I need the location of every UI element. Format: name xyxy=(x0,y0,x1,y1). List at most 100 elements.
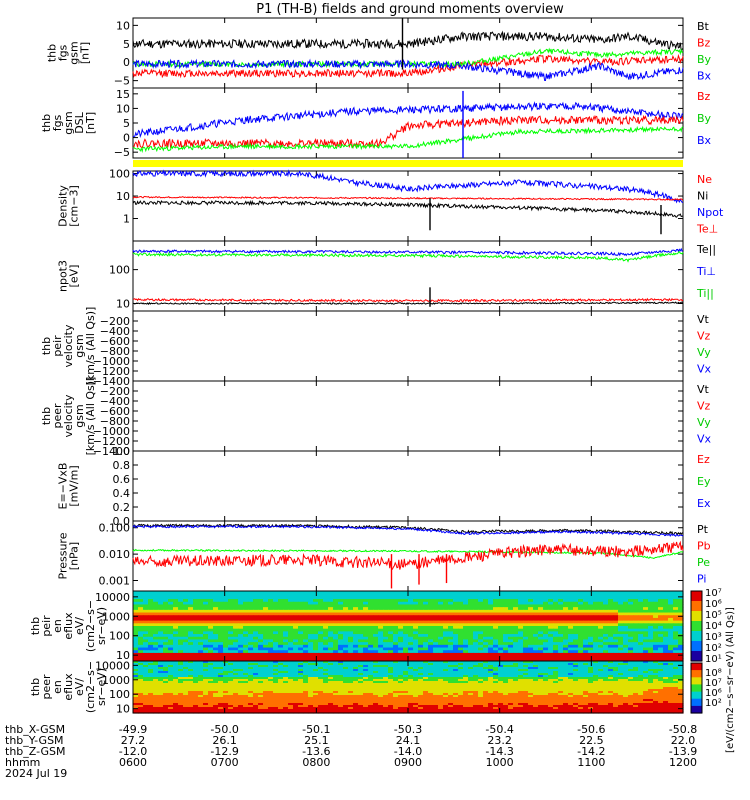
heatmap-cell xyxy=(148,671,154,674)
heatmap-cell xyxy=(473,655,479,659)
heatmap-cell xyxy=(253,671,259,674)
heatmap-cell xyxy=(413,593,419,597)
heatmap-cell xyxy=(388,665,394,668)
heatmap-cell xyxy=(358,623,364,627)
heatmap-cell xyxy=(273,671,279,674)
heatmap-cell xyxy=(298,623,304,627)
heatmap-cell xyxy=(513,663,519,666)
heatmap-cell xyxy=(418,634,424,638)
heatmap-cell xyxy=(548,663,554,666)
heatmap-cell xyxy=(258,642,264,646)
heatmap-cell xyxy=(583,689,589,692)
heatmap-cell xyxy=(573,591,579,595)
heatmap-cell xyxy=(233,593,239,597)
heatmap-cell xyxy=(588,667,594,670)
heatmap-cell xyxy=(368,631,374,635)
heatmap-cell xyxy=(353,617,359,622)
heatmap-cell xyxy=(608,591,614,595)
heatmap-cell xyxy=(583,658,589,662)
heatmap-cell xyxy=(583,626,589,630)
heatmap-cell xyxy=(148,691,154,694)
heatmap-cell xyxy=(308,642,314,646)
heatmap-cell xyxy=(283,612,289,616)
heatmap-cell xyxy=(428,647,434,651)
heatmap-cell xyxy=(373,687,379,690)
heatmap-cell xyxy=(668,679,674,682)
heatmap-cell xyxy=(428,636,434,641)
heatmap-cell xyxy=(153,628,159,632)
heatmap-cell xyxy=(173,687,179,690)
heatmap-cell xyxy=(658,677,664,680)
heatmap-cell xyxy=(643,604,649,608)
heatmap-cell xyxy=(188,604,194,608)
heatmap-cell xyxy=(563,593,569,597)
heatmap-cell xyxy=(388,687,394,690)
heatmap-cell xyxy=(378,615,384,619)
legend-label: Npot xyxy=(697,206,724,219)
heatmap-cell xyxy=(488,655,494,659)
heatmap-cell xyxy=(298,683,304,686)
heatmap-cell xyxy=(238,620,244,624)
heatmap-cell xyxy=(303,681,309,684)
heatmap-cell xyxy=(618,644,624,649)
heatmap-cell xyxy=(408,593,414,597)
heatmap-cell xyxy=(343,661,349,664)
heatmap-cell xyxy=(443,617,449,622)
heatmap-cell xyxy=(288,601,294,606)
heatmap-cell xyxy=(418,683,424,686)
heatmap-cell xyxy=(453,596,459,600)
heatmap-cell xyxy=(178,591,184,595)
heatmap-cell xyxy=(648,636,654,641)
heatmap-cell xyxy=(543,634,549,638)
heatmap-cell xyxy=(428,673,434,676)
heatmap-cell xyxy=(578,650,584,654)
heatmap-cell xyxy=(478,628,484,632)
heatmap-cell xyxy=(273,685,279,688)
heatmap-cell xyxy=(368,673,374,676)
plot-title: P1 (TH-B) fields and ground moments over… xyxy=(256,2,564,17)
y-axis-label: [km/s (All Qs)] xyxy=(84,377,97,456)
heatmap-cell xyxy=(313,647,319,651)
heatmap-cell xyxy=(623,652,629,657)
heatmap-cell xyxy=(378,639,384,643)
heatmap-cell xyxy=(463,642,469,646)
heatmap-cell xyxy=(298,609,304,614)
heatmap-cell xyxy=(648,675,654,678)
heatmap-cell xyxy=(413,617,419,622)
heatmap-cell xyxy=(468,599,474,603)
heatmap-cell xyxy=(478,607,484,611)
legend-label: Ex xyxy=(697,497,711,510)
heatmap-cell xyxy=(148,593,154,597)
heatmap-cell xyxy=(333,667,339,670)
heatmap-cell xyxy=(608,667,614,670)
heatmap-cell xyxy=(323,652,329,657)
heatmap-cell xyxy=(288,667,294,670)
heatmap-cell xyxy=(353,604,359,608)
heatmap-cell xyxy=(563,626,569,630)
heatmap-cell xyxy=(378,626,384,630)
heatmap-cell xyxy=(348,685,354,688)
heatmap-cell xyxy=(293,599,299,603)
series-line-Bx xyxy=(132,101,684,139)
heatmap-cell xyxy=(663,609,669,614)
heatmap-cell xyxy=(478,642,484,646)
heatmap-cell xyxy=(518,593,524,597)
heatmap-cell xyxy=(393,673,399,676)
heatmap-cell xyxy=(168,673,174,676)
heatmap-cell xyxy=(513,679,519,682)
heatmap-cell xyxy=(653,687,659,690)
legend-label: Pb xyxy=(697,540,711,553)
heatmap-cell xyxy=(433,620,439,624)
heatmap-cell xyxy=(468,609,474,614)
heatmap-cell xyxy=(143,604,149,608)
heatmap-cell xyxy=(173,683,179,686)
heatmap-cell xyxy=(603,689,609,692)
heatmap-cell xyxy=(253,628,259,632)
heatmap-cell xyxy=(543,658,549,662)
heatmap-cell xyxy=(398,681,404,684)
heatmap-cell xyxy=(628,639,634,643)
heatmap-cell xyxy=(178,617,184,622)
heatmap-cell xyxy=(303,675,309,678)
heatmap-cell xyxy=(543,591,549,595)
heatmap-cell xyxy=(383,661,389,664)
